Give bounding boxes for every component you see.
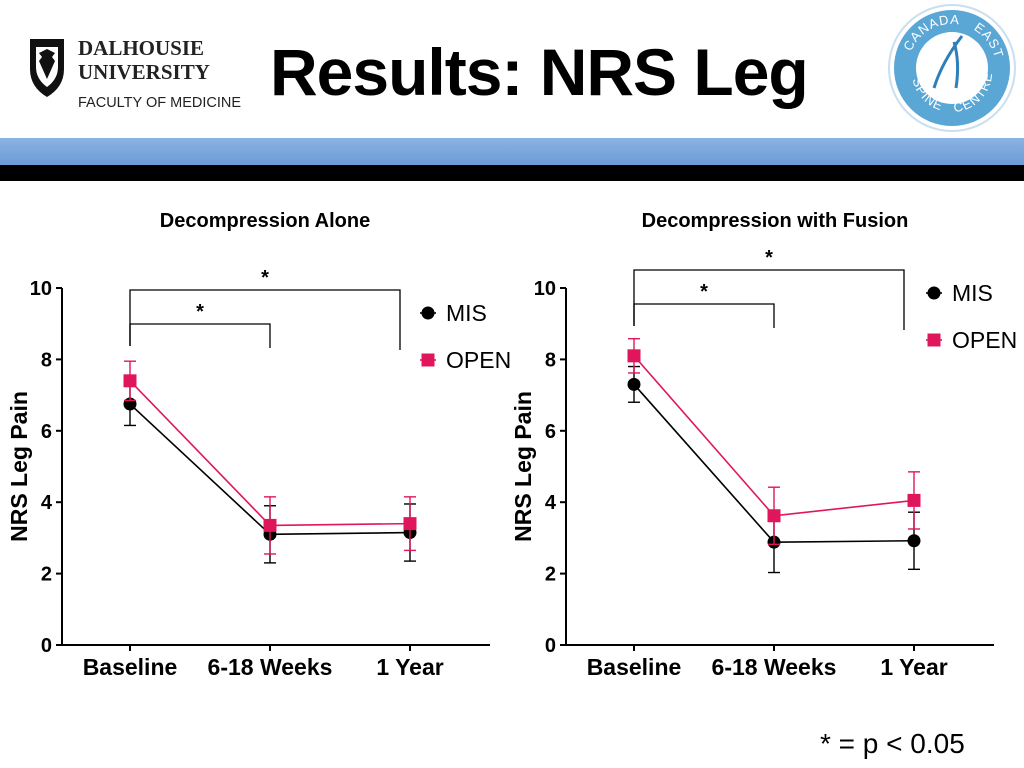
x-tick-label: 1 Year — [376, 654, 443, 680]
legend-swatch-mis — [927, 286, 941, 300]
significance-bracket-outer — [633, 269, 905, 330]
x-tick-label: Baseline — [587, 654, 682, 680]
chart-decompression-alone: 0 2 4 6 8 10 Baseline 6-18 Weeks 1 Year NRS Leg P… — [6, 267, 511, 680]
canada-east-spine-centre-logo: CANADA EAST SPINE CENTRE — [888, 4, 1016, 132]
data-point-mis — [627, 377, 641, 391]
legend-swatch-mis — [421, 306, 435, 320]
y-tick-label: 2 — [545, 564, 556, 586]
x-tick-label: 6-18 Weeks — [208, 654, 333, 680]
logo-line-2: UNIVERSITY — [78, 60, 210, 84]
significance-star: * — [261, 267, 269, 289]
significance-bracket-inner — [633, 303, 775, 328]
significance-bracket-inner — [129, 323, 271, 348]
significance-star: * — [196, 301, 204, 323]
data-point-open — [403, 517, 417, 531]
y-tick-label: 10 — [30, 278, 52, 300]
y-tick-label: 8 — [545, 349, 556, 371]
crest-icon — [30, 39, 64, 97]
slide-header — [0, 0, 1024, 138]
legend-label-open: OPEN — [952, 327, 1016, 353]
y-tick-label: 4 — [41, 492, 53, 514]
x-tick-label: 6-18 Weeks — [712, 654, 837, 680]
data-point-open — [627, 349, 641, 363]
data-point-open — [123, 374, 137, 388]
data-point-open — [767, 509, 781, 523]
chart-decompression-fusion: 0 2 4 6 8 10 Baseline 6-18 Weeks 1 Year NRS Leg P… — [510, 250, 1016, 680]
data-point-open — [907, 493, 921, 507]
header-blue-band — [0, 138, 1024, 165]
y-tick-label: 0 — [545, 635, 556, 657]
y-tick-label: 4 — [545, 492, 557, 514]
legend-swatch-open — [927, 333, 941, 347]
y-axis-label: NRS Leg Pain — [510, 391, 536, 542]
logo-line-1: DALHOUSIE — [78, 36, 204, 60]
y-tick-label: 2 — [41, 564, 52, 586]
legend-label-mis: MIS — [446, 300, 487, 326]
legend-label-mis: MIS — [952, 280, 993, 306]
significance-star: * — [765, 250, 773, 269]
data-point-mis — [907, 534, 921, 548]
chart-title-decompression-fusion: Decompression with Fusion — [641, 210, 909, 232]
logo-line-3: FACULTY OF MEDICINE — [78, 95, 241, 111]
slide-title: Results: NRS Leg — [270, 35, 809, 109]
significance-bracket-outer — [129, 289, 401, 350]
y-tick-label: 6 — [545, 421, 556, 443]
significance-footnote: * = p < 0.05 — [820, 728, 965, 759]
legend-swatch-open — [421, 353, 435, 367]
y-tick-label: 8 — [41, 349, 52, 371]
legend-label-open: OPEN — [446, 347, 511, 373]
significance-star: * — [700, 281, 708, 303]
dalhousie-logo: DALHOUSIE UNIVERSITY FACULTY OF MEDICINE — [30, 36, 241, 111]
y-tick-label: 10 — [534, 278, 556, 300]
y-axis-label: NRS Leg Pain — [6, 391, 32, 542]
chart-title-decompression-alone: Decompression Alone — [159, 210, 371, 232]
x-tick-label: 1 Year — [880, 654, 947, 680]
header-black-band — [0, 165, 1024, 181]
data-point-open — [263, 518, 277, 532]
y-tick-label: 6 — [41, 421, 52, 443]
x-tick-label: Baseline — [83, 654, 178, 680]
y-tick-label: 0 — [41, 635, 52, 657]
